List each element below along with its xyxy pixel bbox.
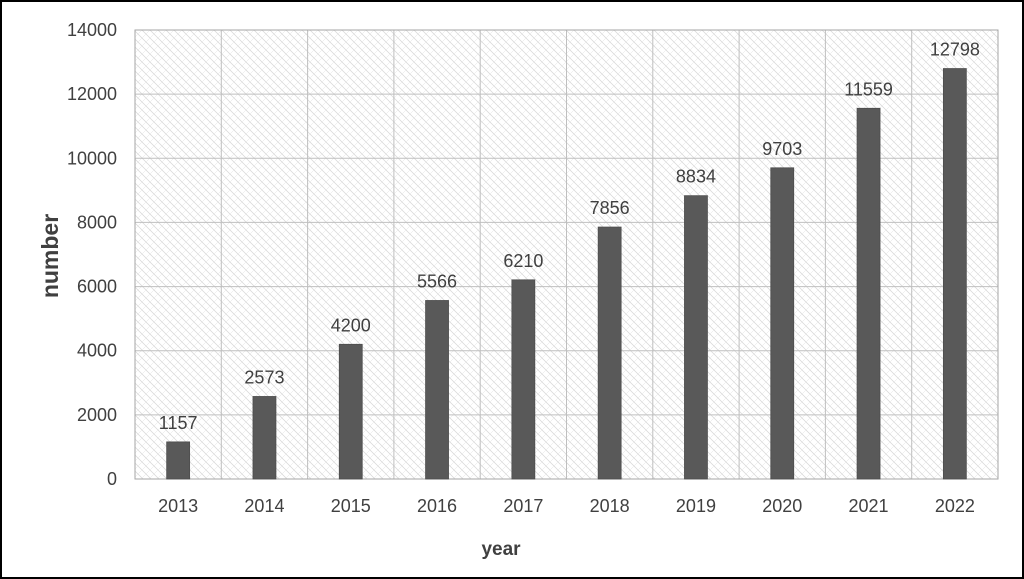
svg-text:4200: 4200 <box>331 315 371 335</box>
svg-text:10000: 10000 <box>67 148 117 168</box>
svg-text:2000: 2000 <box>77 405 117 425</box>
svg-text:8834: 8834 <box>676 167 716 187</box>
svg-text:2019: 2019 <box>676 496 716 516</box>
svg-text:2573: 2573 <box>244 367 284 387</box>
svg-text:2017: 2017 <box>503 496 543 516</box>
svg-text:7856: 7856 <box>590 198 630 218</box>
svg-text:0: 0 <box>107 469 117 489</box>
svg-text:11559: 11559 <box>844 79 893 99</box>
svg-text:12798: 12798 <box>930 40 980 60</box>
svg-text:2013: 2013 <box>158 496 198 516</box>
svg-text:number: number <box>37 214 63 298</box>
svg-text:1157: 1157 <box>159 413 198 433</box>
svg-text:2014: 2014 <box>244 496 284 516</box>
svg-text:4000: 4000 <box>77 341 117 361</box>
svg-text:2015: 2015 <box>331 496 371 516</box>
svg-text:6210: 6210 <box>503 251 543 271</box>
svg-text:2022: 2022 <box>935 496 975 516</box>
svg-text:5566: 5566 <box>417 271 457 291</box>
svg-text:6000: 6000 <box>77 277 117 297</box>
svg-text:12000: 12000 <box>67 84 117 104</box>
svg-text:8000: 8000 <box>77 212 117 232</box>
svg-text:2021: 2021 <box>849 496 889 516</box>
svg-text:2020: 2020 <box>762 496 802 516</box>
svg-text:9703: 9703 <box>762 139 802 159</box>
svg-text:2016: 2016 <box>417 496 457 516</box>
svg-text:14000: 14000 <box>67 20 117 40</box>
svg-text:2018: 2018 <box>590 496 630 516</box>
